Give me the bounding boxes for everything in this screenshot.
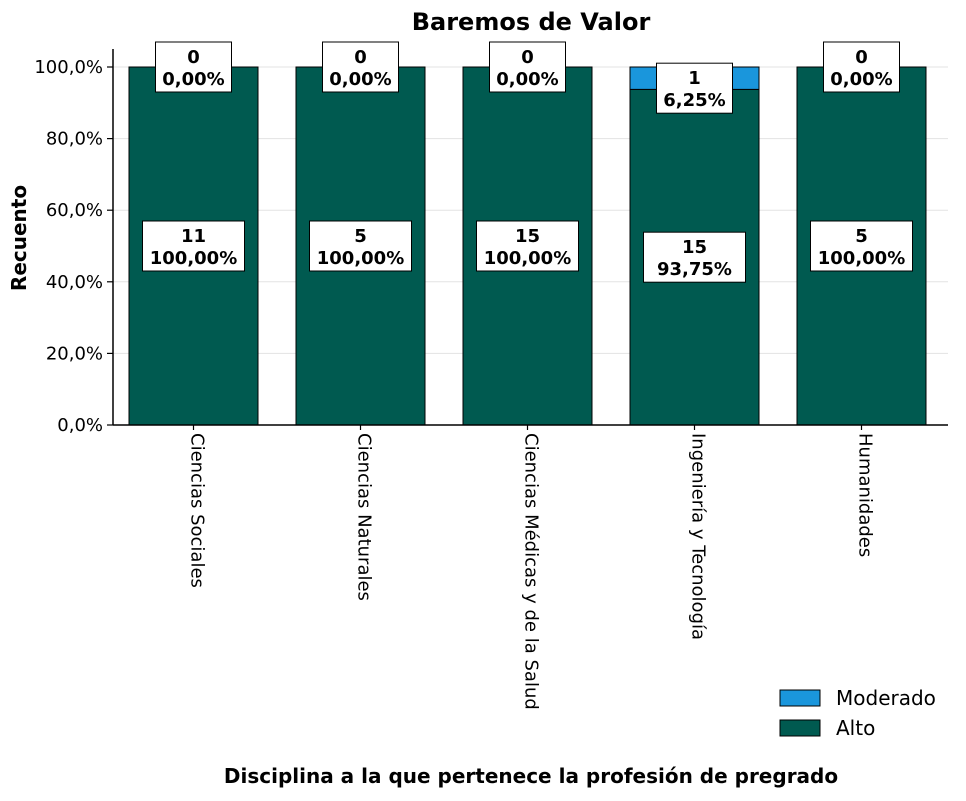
legend-swatch bbox=[779, 719, 821, 737]
y-tick-label: 40,0% bbox=[46, 272, 103, 293]
data-label-percent: 0,00% bbox=[329, 69, 391, 90]
data-label-percent: 0,00% bbox=[162, 69, 224, 90]
legend-label: Alto bbox=[836, 716, 875, 740]
legend-item: Alto bbox=[779, 716, 875, 740]
x-axis-label: Disciplina a la que pertenece la profesi… bbox=[224, 764, 838, 788]
y-tick-label: 100,0% bbox=[34, 57, 103, 78]
data-label-count: 0 bbox=[187, 47, 200, 68]
x-tick-label: Ciencias Médicas y de la Salud bbox=[521, 433, 542, 710]
data-label-count: 5 bbox=[855, 226, 868, 247]
y-tick-label: 0,0% bbox=[57, 415, 103, 436]
y-tick-label: 20,0% bbox=[46, 343, 103, 364]
data-label-percent: 100,00% bbox=[818, 248, 906, 269]
data-label-count: 11 bbox=[181, 226, 206, 247]
data-label-count: 15 bbox=[515, 226, 540, 247]
y-tick-label: 60,0% bbox=[46, 200, 103, 221]
x-tick-label: Humanidades bbox=[855, 433, 876, 557]
data-label-box bbox=[656, 62, 733, 114]
axes-layer: 0,0% 20,0% 40,0% 60,0% 80,0% 100,0% Ciencias S… bbox=[34, 49, 948, 710]
data-label-count: 0 bbox=[354, 47, 367, 68]
data-label-box bbox=[810, 220, 913, 272]
data-label-count: 0 bbox=[521, 47, 534, 68]
data-label-count: 15 bbox=[682, 237, 707, 258]
data-label-moderado: 16,25% bbox=[656, 62, 733, 114]
data-label-box bbox=[322, 41, 399, 93]
data-label-percent: 0,00% bbox=[830, 69, 892, 90]
y-axis-label: Recuento bbox=[7, 185, 31, 291]
data-label-box bbox=[489, 41, 566, 93]
y-tick-label: 80,0% bbox=[46, 129, 103, 150]
data-label-percent: 100,00% bbox=[150, 248, 238, 269]
data-label-percent: 100,00% bbox=[484, 248, 572, 269]
legend-label: Moderado bbox=[836, 686, 936, 710]
data-label-box bbox=[823, 41, 900, 93]
data-label-moderado: 00,00% bbox=[823, 41, 900, 93]
data-label-percent: 6,25% bbox=[663, 90, 725, 111]
data-label-percent: 100,00% bbox=[317, 248, 405, 269]
chart-title: Baremos de Valor bbox=[412, 8, 651, 36]
data-label-box bbox=[643, 231, 746, 283]
x-tick-label: Ciencias Naturales bbox=[354, 433, 375, 601]
data-label-box bbox=[155, 41, 232, 93]
legend: Moderado Alto bbox=[779, 686, 936, 740]
data-label-moderado: 00,00% bbox=[155, 41, 232, 93]
labels-layer: 11100,00%00,00%5100,00%00,00%15100,00%00… bbox=[142, 41, 913, 283]
legend-swatch bbox=[779, 689, 821, 707]
data-label-box bbox=[476, 220, 579, 272]
data-label-count: 0 bbox=[855, 47, 868, 68]
data-label-count: 5 bbox=[354, 226, 367, 247]
data-label-count: 1 bbox=[688, 68, 701, 89]
data-label-box bbox=[142, 220, 245, 272]
x-tick-label: Ingeniería y Tecnología bbox=[688, 433, 709, 640]
data-label-percent: 0,00% bbox=[496, 69, 558, 90]
data-label-moderado: 00,00% bbox=[322, 41, 399, 93]
x-tick-label: Ciencias Sociales bbox=[187, 433, 208, 588]
data-label-moderado: 00,00% bbox=[489, 41, 566, 93]
data-label-box bbox=[309, 220, 412, 272]
legend-item: Moderado bbox=[779, 686, 936, 710]
data-label-percent: 93,75% bbox=[657, 259, 732, 280]
